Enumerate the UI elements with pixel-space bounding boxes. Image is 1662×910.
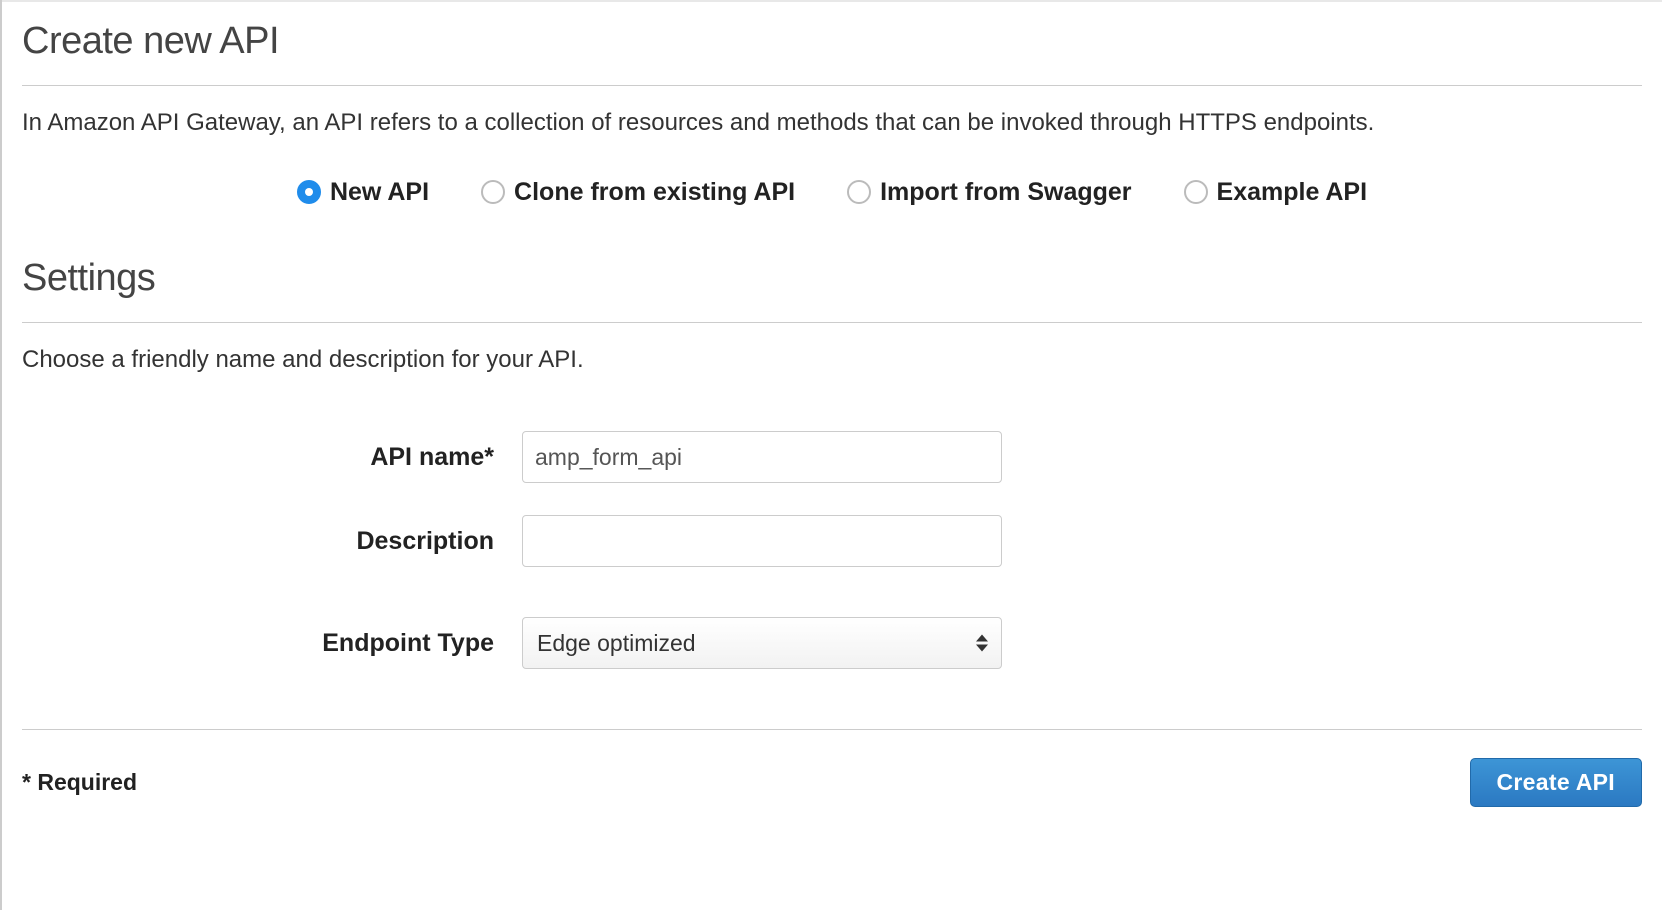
radio-label: New API <box>330 178 429 207</box>
endpoint-type-select-wrap: Edge optimized <box>522 617 1002 669</box>
endpoint-type-control: Edge optimized <box>522 617 1002 669</box>
form-row-api-name: API name* <box>22 431 1642 483</box>
radio-option-new-api[interactable]: New API <box>297 178 429 207</box>
form-row-description: Description <box>22 515 1642 567</box>
footer-divider <box>22 729 1642 730</box>
settings-divider <box>22 322 1642 323</box>
page-title: Create new API <box>22 20 1642 63</box>
page-description: In Amazon API Gateway, an API refers to … <box>22 106 1642 140</box>
radio-option-example-api[interactable]: Example API <box>1184 178 1368 207</box>
create-api-button[interactable]: Create API <box>1470 758 1642 807</box>
form-row-endpoint-type: Endpoint Type Edge optimized <box>22 617 1642 669</box>
api-name-control <box>522 431 1002 483</box>
settings-description: Choose a friendly name and description f… <box>22 343 1642 377</box>
radio-label: Import from Swagger <box>880 178 1131 207</box>
api-name-input[interactable] <box>522 431 1002 483</box>
description-label: Description <box>22 527 522 556</box>
endpoint-type-select[interactable]: Edge optimized <box>522 617 1002 669</box>
page-top-border <box>2 0 1662 2</box>
footer-row: * Required Create API <box>22 758 1642 807</box>
description-input[interactable] <box>522 515 1002 567</box>
radio-icon <box>481 180 505 204</box>
endpoint-type-label: Endpoint Type <box>22 629 522 658</box>
settings-title: Settings <box>22 257 1642 300</box>
radio-icon <box>847 180 871 204</box>
description-control <box>522 515 1002 567</box>
radio-icon <box>1184 180 1208 204</box>
header-divider <box>22 85 1642 86</box>
settings-form: API name* Description Endpoint Type Edge… <box>22 431 1642 669</box>
api-source-radio-group: New API Clone from existing API Import f… <box>22 178 1642 207</box>
radio-label: Example API <box>1217 178 1368 207</box>
required-note: * Required <box>22 769 137 796</box>
radio-icon <box>297 180 321 204</box>
radio-option-clone[interactable]: Clone from existing API <box>481 178 795 207</box>
radio-label: Clone from existing API <box>514 178 795 207</box>
radio-option-import-swagger[interactable]: Import from Swagger <box>847 178 1131 207</box>
api-name-label: API name* <box>22 443 522 472</box>
